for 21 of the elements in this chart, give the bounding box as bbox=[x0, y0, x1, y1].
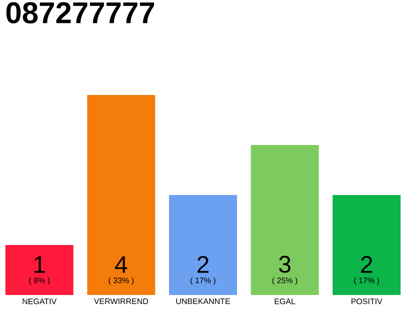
data-label: 2 bbox=[361, 256, 372, 273]
x-tick-label: POSITIV bbox=[352, 298, 382, 304]
bar bbox=[87, 94, 156, 295]
x-tick-label: UNBEKANNTE bbox=[176, 298, 230, 304]
bar bbox=[332, 194, 401, 295]
annotation: ( 17% ) bbox=[354, 277, 380, 285]
bar bbox=[169, 194, 237, 295]
x-tick-label: NEGATIV bbox=[22, 298, 57, 304]
data-label: 1 bbox=[34, 256, 45, 273]
data-label: 4 bbox=[115, 256, 128, 273]
annotation: ( 8% ) bbox=[29, 277, 50, 285]
data-label: 2 bbox=[198, 256, 208, 273]
bar bbox=[250, 144, 319, 295]
annotation: ( 25% ) bbox=[272, 277, 298, 285]
bar bbox=[5, 244, 74, 295]
x-tick-label: VERWIRREND bbox=[94, 298, 148, 304]
annotation: ( 33% ) bbox=[108, 277, 134, 285]
x-tick-label: EGAL bbox=[274, 298, 296, 304]
annotation: ( 17% ) bbox=[190, 277, 216, 285]
chart-title: 087277777 bbox=[6, 2, 154, 24]
data-label: 3 bbox=[279, 256, 290, 273]
